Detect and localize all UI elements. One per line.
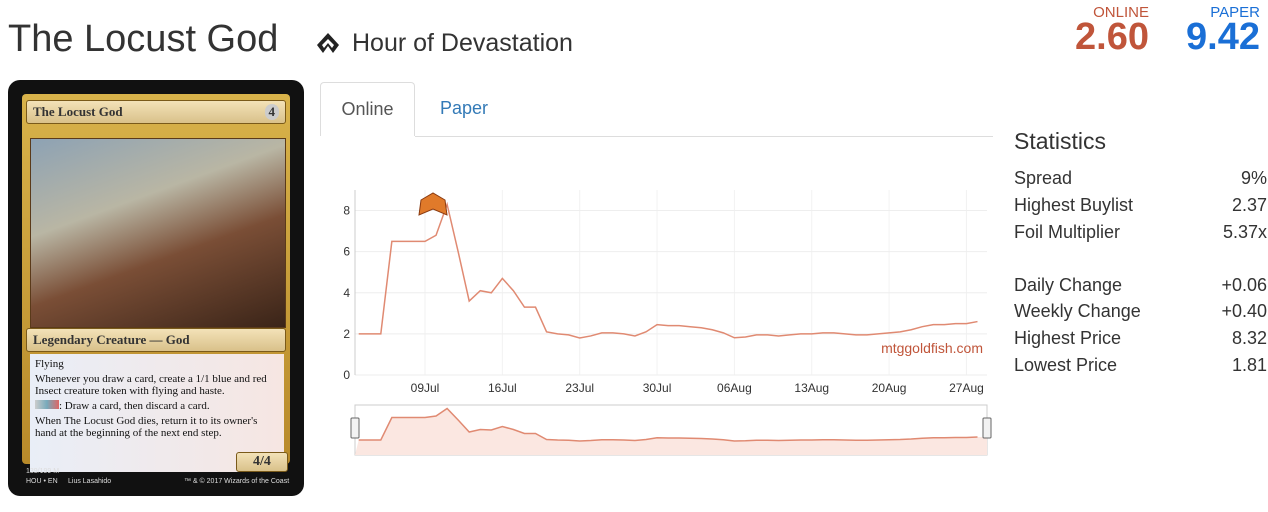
x-tick-label: 06Aug: [717, 381, 752, 395]
price-chart: 0 2 4 6 8 09Jul 16Jul 23Jul 30Jul 06Aug 13Aug 20Aug…: [343, 190, 992, 456]
statistics-title: Statistics: [1014, 128, 1107, 154]
stat-row: Foil Multiplier 5.37x: [1014, 222, 1267, 243]
stat-row: Highest Price 8.32: [1014, 328, 1267, 349]
stat-label: Spread: [1014, 168, 1073, 188]
y-tick-label: 6: [343, 245, 350, 259]
stat-value: 5.37x: [1222, 222, 1267, 242]
watermark: mtggoldfish.com: [881, 340, 983, 356]
set-name[interactable]: Hour of Devastation: [352, 29, 573, 57]
stat-row: Lowest Price 1.81: [1014, 355, 1267, 376]
paper-price: 9.42: [1186, 16, 1260, 58]
x-tick-label: 16Jul: [488, 381, 517, 395]
paper-label: PAPER: [1210, 4, 1260, 21]
card-cost: 4: [264, 104, 279, 120]
collector-number: 139/199 M: [26, 468, 60, 475]
rules-text: Flying: [35, 358, 64, 370]
tab-border: [415, 136, 993, 137]
tab[interactable]: Online: [320, 82, 415, 136]
y-tick-label: 4: [343, 286, 350, 300]
x-tick-label: 20Aug: [872, 381, 907, 395]
x-tick-label: 30Jul: [643, 381, 672, 395]
stat-value: +0.40: [1221, 301, 1267, 321]
stat-value: +0.06: [1221, 275, 1267, 295]
stat-row: Daily Change +0.06: [1014, 275, 1267, 296]
stat-label: Daily Change: [1014, 275, 1123, 295]
stat-label: Lowest Price: [1014, 355, 1118, 375]
navigator-line: [358, 407, 978, 442]
type-line: Legendary Creature — God: [26, 328, 286, 352]
card-title: The Locust God: [8, 18, 279, 60]
rules-text: Whenever you draw a card, create a 1/1 b…: [35, 373, 267, 397]
x-tick-label: 09Jul: [411, 381, 440, 395]
stat-label: Foil Multiplier: [1014, 222, 1121, 242]
price-line: [358, 201, 978, 339]
rules-text: : Draw a card, then discard a card.: [35, 400, 279, 412]
stat-value: 8.32: [1231, 328, 1267, 348]
stat-label: Highest Price: [1014, 328, 1122, 348]
x-tick-label: 27Aug: [949, 381, 984, 395]
stat-label: Highest Buylist: [1014, 195, 1134, 215]
rules-text: When The Locust God dies, return it to i…: [35, 415, 258, 439]
x-tick-label: 13Aug: [794, 381, 829, 395]
artist: Lius Lasahido: [68, 478, 112, 485]
navigator-handle: [982, 417, 992, 439]
stat-value: 1.81: [1231, 355, 1267, 375]
power-toughness: 4/4: [236, 452, 288, 472]
online-label: ONLINE: [1093, 4, 1149, 21]
set-release-marker: [418, 192, 448, 216]
tab[interactable]: Paper: [440, 98, 489, 118]
x-tick-label: 23Jul: [565, 381, 594, 395]
y-tick-label: 2: [343, 327, 350, 341]
y-tick-label: 8: [343, 204, 350, 218]
card-frame: The Locust God 4 Legendary Creature — Go…: [22, 94, 290, 472]
stat-label: Weekly Change: [1014, 301, 1141, 321]
rules-text: : Draw a card, then discard a card.: [59, 400, 210, 412]
y-tick-label: 0: [343, 368, 350, 382]
card-image: The Locust God 4 Legendary Creature — Go…: [8, 80, 304, 496]
navigator-area: [355, 408, 987, 455]
online-price: 2.60: [1075, 16, 1149, 58]
stat-row: Weekly Change +0.40: [1014, 301, 1267, 322]
card-name-bar: The Locust God 4: [26, 100, 286, 124]
set-code: HOU • EN: [26, 478, 58, 485]
stat-value: 2.37: [1231, 195, 1267, 215]
navigator-handle: [350, 417, 360, 439]
stat-value: 9%: [1240, 168, 1267, 188]
stat-row: Spread 9%: [1014, 168, 1267, 189]
card-art: [30, 138, 286, 328]
set-icon: [317, 33, 339, 53]
mana-symbols: [35, 400, 59, 409]
stat-row: Highest Buylist 2.37: [1014, 195, 1267, 216]
copyright: ™ & © 2017 Wizards of the Coast: [184, 478, 290, 485]
card-name: The Locust God: [33, 104, 123, 119]
